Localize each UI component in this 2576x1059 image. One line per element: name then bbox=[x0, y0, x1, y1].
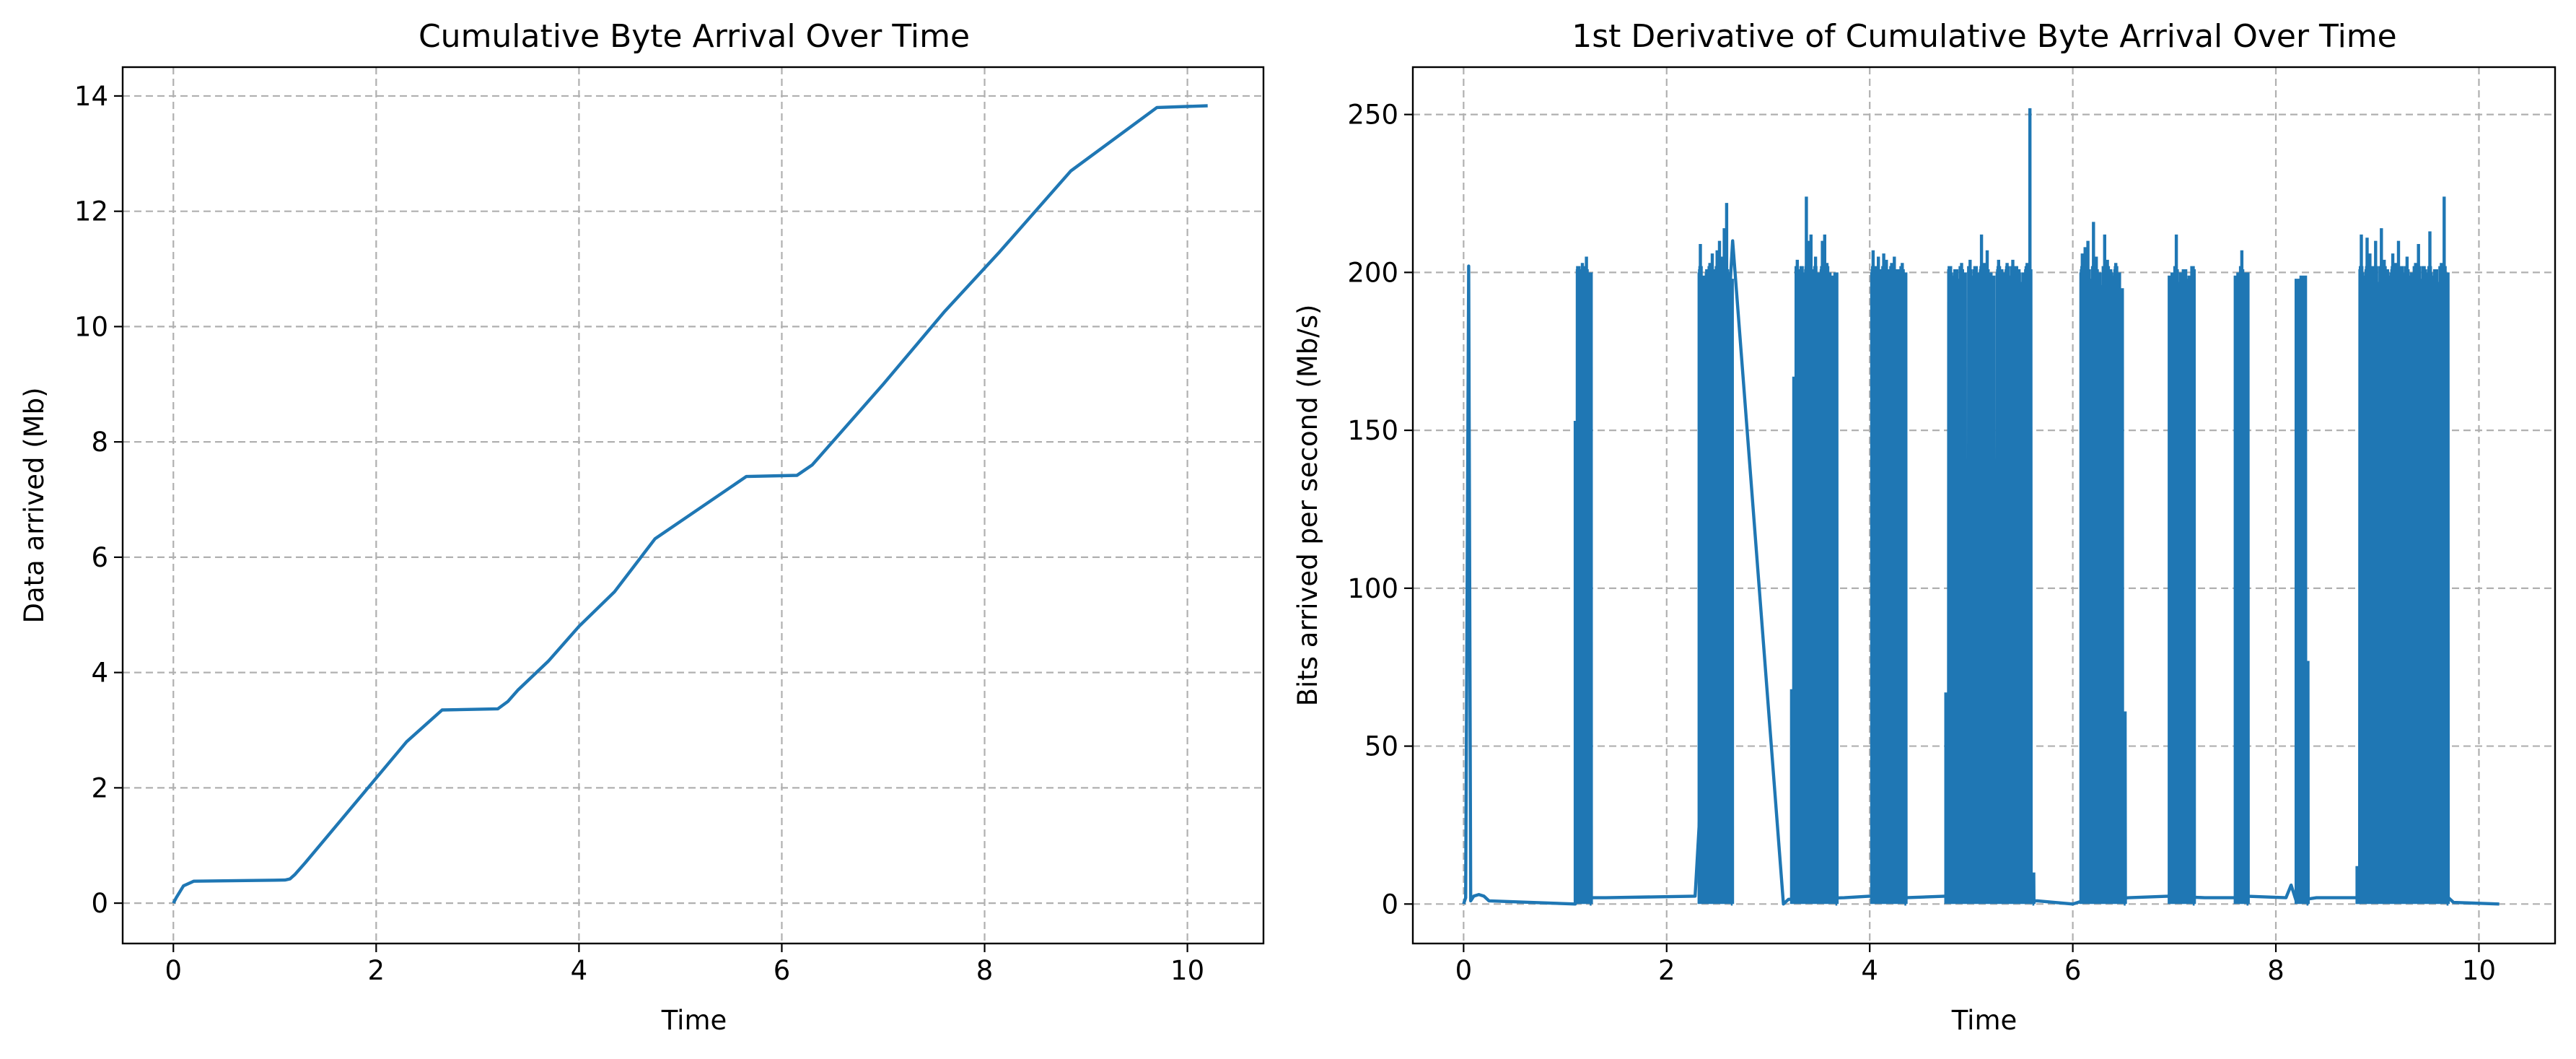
right-chart-ytick-label: 50 bbox=[1364, 731, 1398, 762]
left-chart-ytick-label: 4 bbox=[91, 658, 108, 689]
left-chart-xtick-label: 8 bbox=[976, 955, 994, 986]
derivative-burst bbox=[1697, 203, 1735, 906]
left-chart-ytick-label: 10 bbox=[74, 311, 108, 342]
right-chart-ytick-label: 200 bbox=[1347, 257, 1398, 288]
derivative-burst bbox=[1870, 250, 1908, 906]
right-chart-ytick-label: 0 bbox=[1381, 889, 1398, 920]
derivative-burst bbox=[2168, 234, 2196, 906]
left-chart: Cumulative Byte Arrival Over Time 0 2 4 6 8 1… bbox=[19, 18, 1265, 1036]
left-chart-ylabel: Data arrived (Mb) bbox=[19, 387, 50, 623]
right-chart-series bbox=[1462, 108, 2500, 906]
right-chart-xtick-label: 8 bbox=[2267, 955, 2284, 986]
left-chart-xlabel: Time bbox=[661, 1005, 727, 1036]
left-chart-title: Cumulative Byte Arrival Over Time bbox=[419, 18, 970, 55]
left-chart-xtick-label: 10 bbox=[1170, 955, 1204, 986]
right-chart-ytick-label: 150 bbox=[1347, 415, 1398, 446]
derivative-burst bbox=[1944, 108, 2036, 906]
right-chart-xlabel: Time bbox=[1951, 1005, 2018, 1036]
left-chart-series bbox=[172, 104, 1208, 905]
right-chart-ylabel: Bits arrived per second (Mb/s) bbox=[1292, 305, 1323, 707]
left-chart-ticks: 0 2 4 6 8 10 0 2 4 6 8 10 12 14 bbox=[74, 81, 1204, 986]
left-chart-ytick-label: 6 bbox=[91, 542, 108, 573]
right-chart-xtick-label: 10 bbox=[2462, 955, 2496, 986]
right-chart-ytick-label: 100 bbox=[1347, 573, 1398, 604]
right-chart-xtick-label: 6 bbox=[2064, 955, 2082, 986]
left-chart-grid bbox=[123, 67, 1263, 943]
left-chart-frame bbox=[121, 66, 1265, 945]
right-chart-frame bbox=[1411, 66, 2557, 945]
right-chart-xtick-label: 2 bbox=[1658, 955, 1675, 986]
right-chart-ytick-label: 250 bbox=[1347, 100, 1398, 131]
right-chart-xtick-label: 0 bbox=[1455, 955, 1473, 986]
left-chart-xtick-label: 0 bbox=[165, 955, 182, 986]
derivative-burst bbox=[2355, 196, 2450, 906]
left-chart-xtick-label: 2 bbox=[368, 955, 385, 986]
derivative-burst bbox=[2295, 275, 2310, 906]
left-chart-ytick-label: 2 bbox=[91, 772, 108, 803]
left-chart-ytick-label: 8 bbox=[91, 427, 108, 458]
derivative-burst bbox=[2233, 250, 2250, 906]
left-chart-xtick-label: 6 bbox=[774, 955, 791, 986]
cumulative-series-line bbox=[172, 104, 1208, 905]
derivative-burst bbox=[1573, 256, 1593, 906]
left-chart-xtick-label: 4 bbox=[571, 955, 588, 986]
left-chart-ytick-label: 14 bbox=[74, 81, 108, 112]
right-chart: 1st Derivative of Cumulative Byte Arriva… bbox=[1292, 18, 2557, 1036]
left-chart-ytick-label: 12 bbox=[74, 196, 108, 227]
right-chart-xtick-label: 4 bbox=[1861, 955, 1878, 986]
right-chart-title: 1st Derivative of Cumulative Byte Arriva… bbox=[1572, 18, 2396, 55]
derivative-burst bbox=[2079, 222, 2127, 906]
left-chart-ytick-label: 0 bbox=[91, 888, 108, 919]
derivative-burst bbox=[1789, 196, 1839, 906]
